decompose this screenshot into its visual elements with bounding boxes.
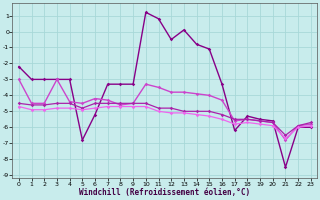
X-axis label: Windchill (Refroidissement éolien,°C): Windchill (Refroidissement éolien,°C): [79, 188, 251, 197]
